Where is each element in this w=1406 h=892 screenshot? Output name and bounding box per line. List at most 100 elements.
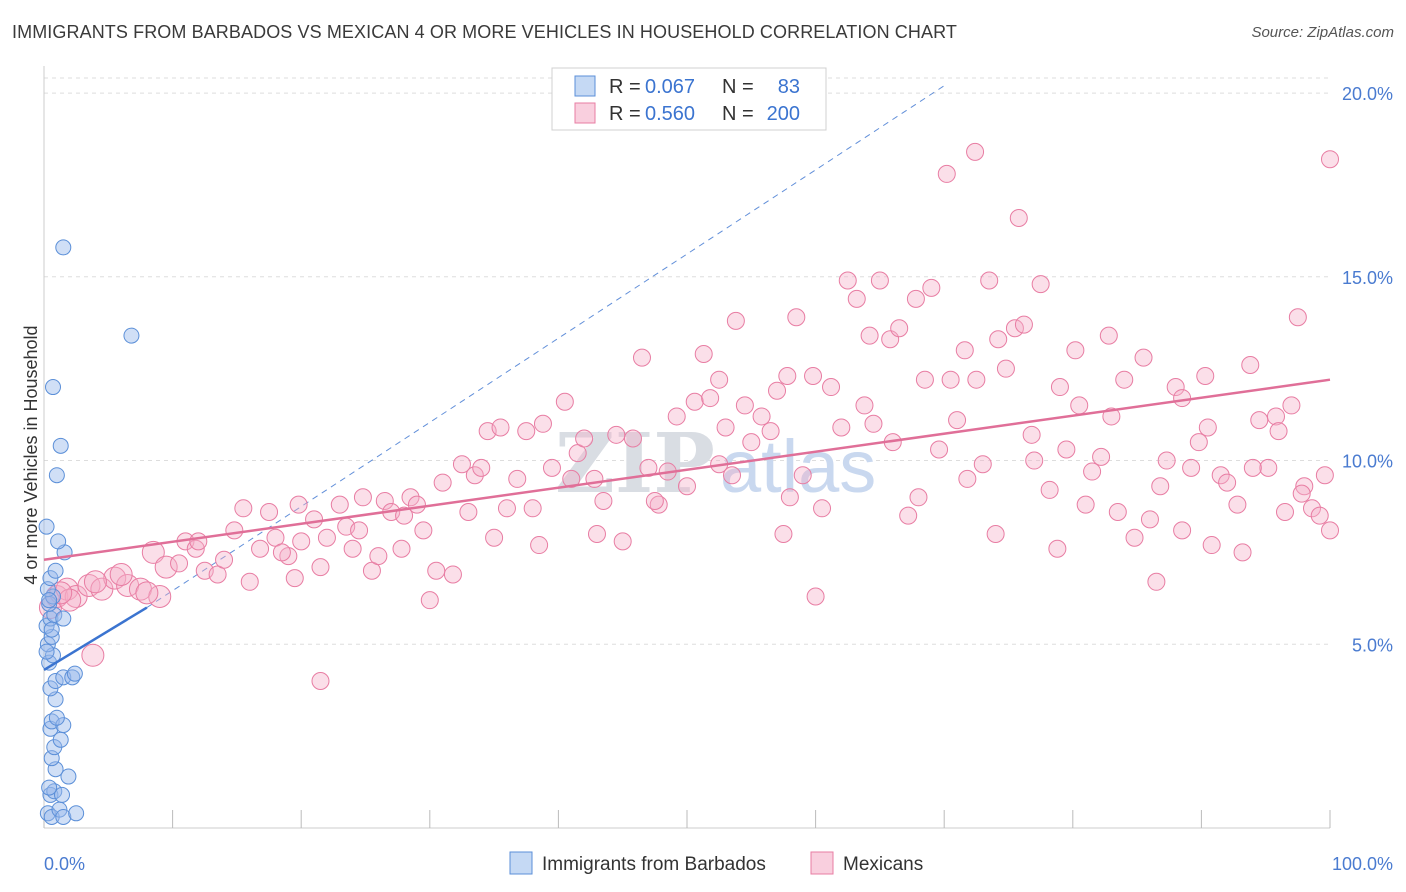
mexicans-point-114 [1066, 341, 1085, 360]
mexicans-point-101 [955, 341, 974, 360]
mexicans-point-94 [899, 506, 918, 525]
mexicans-point-106 [996, 359, 1015, 378]
mexicans-point-138 [1259, 458, 1278, 477]
mexicans-point-115 [1076, 495, 1095, 514]
mexicans-point-71 [701, 389, 720, 408]
mexicans-point-46 [472, 458, 491, 477]
mexicans-point-50 [508, 469, 527, 488]
barbados-point-39 [38, 518, 55, 535]
mexicans-point-167 [723, 466, 742, 485]
mexicans-point-14 [186, 539, 205, 558]
mexicans-point-89 [855, 396, 874, 415]
mexicans-point-18 [225, 521, 244, 540]
barbados-point-38 [50, 533, 67, 550]
mexicans-point-100 [948, 411, 967, 430]
stats-legend-box [551, 67, 827, 131]
mexicans-point-122 [1134, 348, 1153, 367]
mexicans-point-165 [1269, 422, 1288, 441]
mexicans-point-137 [1250, 411, 1269, 430]
mexicans-point-125 [1157, 451, 1176, 470]
mexicans-point-175 [109, 562, 133, 586]
mexicans-point-170 [485, 528, 504, 547]
mexicans-point-68 [678, 477, 696, 496]
mexicans-point-30 [330, 495, 349, 514]
mexicans-point-51 [517, 422, 536, 441]
barbados-point-47 [38, 643, 55, 660]
mexicans-point-108 [1014, 315, 1033, 334]
mexicans-point-121 [1125, 528, 1144, 547]
stats-n-label-2: N = [722, 103, 754, 125]
mexicans-point-54 [542, 458, 561, 477]
legend-swatch-barbados [509, 851, 533, 875]
mexicans-point-84 [813, 499, 832, 518]
mexicans-point-85 [822, 378, 841, 397]
mexicans-point-129 [1189, 433, 1208, 452]
mexicans-point-168 [587, 525, 606, 544]
mexicans-point-154 [420, 591, 439, 610]
mexicans-point-140 [1275, 502, 1294, 521]
mexicans-point-186 [780, 488, 799, 507]
barbados-point-36 [47, 562, 64, 579]
mexicans-point-147 [1321, 150, 1339, 169]
legend-label-mexicans: Mexicans [843, 854, 923, 875]
mexicans-point-144 [1302, 499, 1321, 518]
mexicans-point-155 [311, 672, 330, 691]
mexicans-point-150 [1009, 209, 1028, 228]
mexicans-point-55 [555, 392, 574, 411]
mexicans-point-116 [1083, 462, 1102, 481]
mexicans-point-6 [103, 566, 127, 590]
mexicans-point-86 [832, 418, 851, 437]
mexicans-point-160 [909, 488, 928, 507]
barbados-point-4 [68, 805, 85, 822]
mexicans-point-45 [465, 466, 484, 485]
mexicans-point-49 [497, 499, 516, 518]
mexicans-point-27 [305, 510, 324, 529]
mexicans-point-143 [1295, 477, 1314, 496]
mexicans-point-182 [1025, 451, 1044, 470]
mexicans-point-10 [141, 540, 165, 564]
mexicans-point-127 [1173, 389, 1192, 408]
mexicans-point-132 [1211, 466, 1230, 485]
mexicans-point-61 [613, 532, 632, 551]
x-tick-label-0: 0.0% [44, 854, 85, 874]
mexicans-point-103 [973, 455, 992, 474]
barbados-point-42 [45, 379, 62, 396]
x-tick-label-1: 100.0% [1332, 854, 1393, 874]
barbados-point-43 [123, 327, 140, 344]
barbados-trend-extended [146, 85, 945, 608]
mexicans-point-32 [343, 539, 362, 558]
mexicans-point-87 [838, 271, 857, 290]
mexicans-point-67 [667, 407, 686, 426]
mexicans-point-156 [645, 491, 664, 510]
mexicans-point-188 [459, 502, 478, 521]
mexicans-point-40 [414, 521, 433, 540]
mexicans-point-57 [575, 429, 594, 448]
barbados-point-40 [48, 467, 65, 484]
y-axis-label: 4 or more Vehicles in Household [21, 325, 41, 584]
mexicans-point-44 [452, 455, 471, 474]
mexicans-point-38 [401, 488, 420, 507]
mexicans-point-173 [189, 532, 208, 551]
mexicans-point-181 [958, 469, 977, 488]
mexicans-point-134 [1228, 495, 1247, 514]
stats-r-label-1: R = [609, 76, 641, 98]
mexicans-point-63 [632, 348, 651, 367]
mexicans-point-130 [1196, 367, 1215, 386]
stats-r-label-2: R = [609, 103, 641, 125]
mexicans-point-98 [930, 440, 949, 459]
mexicans-point-99 [941, 370, 960, 389]
series-legend: Immigrants from Barbados Mexicans [509, 851, 923, 875]
mexicans-point-191 [289, 495, 308, 514]
mexicans-point-110 [1031, 275, 1050, 294]
barbados-point-31 [55, 610, 72, 627]
barbados-point-41 [52, 437, 69, 454]
barbados-points [38, 239, 140, 825]
stats-r-value-1: 0.067 [645, 76, 695, 98]
mexicans-point-117 [1092, 447, 1111, 466]
mexicans-points [38, 142, 1339, 691]
mexicans-point-172 [272, 543, 291, 562]
stats-n-value-1: 83 [778, 76, 800, 98]
mexicans-point-104 [980, 271, 999, 290]
stats-legend: R = 0.067 N = 83 R = 0.560 N = 200 [551, 67, 827, 131]
